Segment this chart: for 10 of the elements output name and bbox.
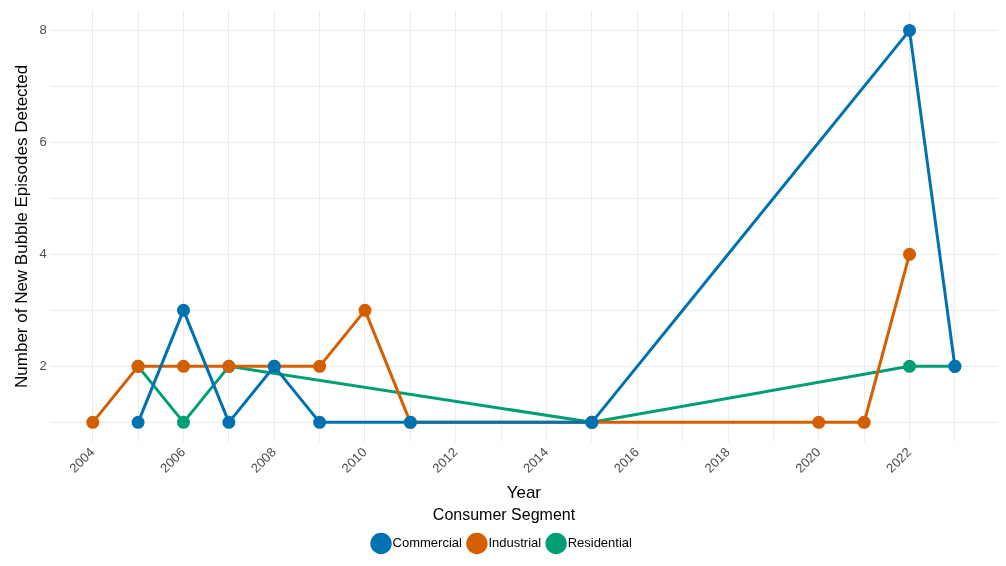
y-axis-title: Number of New Bubble Episodes Detected (11, 64, 31, 388)
legend-label: Commercial (392, 535, 462, 551)
y-tick-label: 2 (39, 357, 47, 373)
y-tick-label: 8 (39, 21, 47, 37)
legend-label: Residential (567, 535, 633, 551)
y-tick-label: 6 (39, 133, 47, 149)
y-tick-label: 4 (39, 245, 47, 261)
x-axis-title: Year (506, 483, 542, 503)
legend-title: Consumer Segment (432, 506, 576, 524)
legend-label: Industrial (488, 535, 542, 551)
